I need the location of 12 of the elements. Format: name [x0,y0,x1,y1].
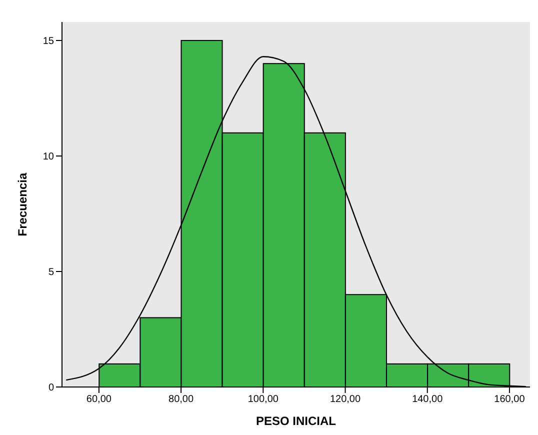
x-tick-label: 100,00 [248,394,279,406]
x-axis-title: PESO INICIAL [256,414,336,428]
x-tick-label: 160,00 [494,394,526,406]
y-tick-label: 5 [48,267,54,278]
x-tick-label: 60,00 [86,394,112,406]
x-tick-label: 80,00 [168,394,194,406]
x-tick-label: 120,00 [330,394,361,406]
y-axis-title: Frecuencia [15,172,30,236]
x-tick-label: 140,00 [412,394,444,406]
y-tick-label: 0 [48,382,54,394]
y-tick-label: 10 [42,152,54,163]
y-tick-label: 15 [42,36,54,48]
